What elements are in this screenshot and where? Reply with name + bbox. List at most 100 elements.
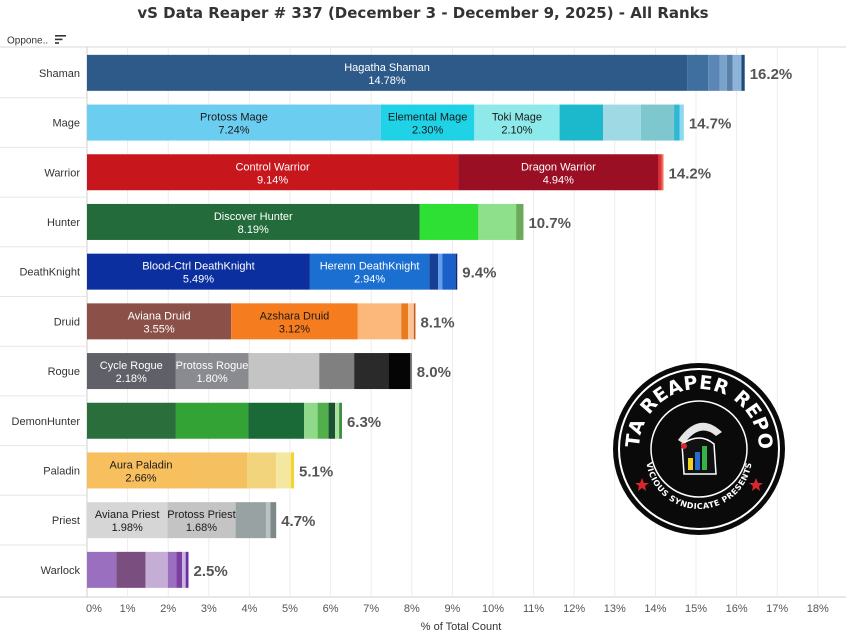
total-label: 8.1% bbox=[420, 314, 454, 331]
chart-title: vS Data Reaper # 337 (December 3 - Decem… bbox=[137, 4, 709, 22]
x-tick-label: 14% bbox=[644, 603, 666, 615]
category-label: Rogue bbox=[48, 366, 80, 378]
category-label: Hunter bbox=[47, 217, 80, 229]
total-label: 8.0% bbox=[417, 364, 451, 381]
bar-segment bbox=[87, 253, 310, 290]
bar-segment bbox=[339, 402, 342, 439]
bar-segment bbox=[87, 54, 688, 91]
opponent-filter[interactable]: Oppone.. bbox=[7, 35, 66, 47]
segment-label: Aura Paladin bbox=[109, 459, 172, 471]
category-label: Mage bbox=[52, 118, 80, 130]
x-tick-label: 2% bbox=[160, 603, 176, 615]
bar-segment bbox=[266, 502, 271, 539]
bar-segment bbox=[408, 303, 414, 340]
segment-value-label: 5.49% bbox=[183, 274, 214, 286]
segment-label: Protoss Priest bbox=[167, 509, 235, 521]
bar-segment bbox=[247, 452, 277, 489]
bar-segment bbox=[410, 353, 412, 390]
category-label: Paladin bbox=[43, 465, 80, 477]
category-label: DeathKnight bbox=[19, 267, 80, 279]
x-tick-label: 17% bbox=[766, 603, 788, 615]
category-label: Priest bbox=[52, 515, 80, 527]
total-label: 16.2% bbox=[750, 66, 793, 83]
bar-segment bbox=[438, 253, 443, 290]
segment-label: Elemental Mage bbox=[388, 112, 468, 124]
bar-segment bbox=[354, 353, 389, 390]
x-tick-label: 0% bbox=[86, 603, 102, 615]
reaper-icon bbox=[678, 422, 722, 475]
bar-segment bbox=[276, 452, 291, 489]
x-axis-title: % of Total Count bbox=[421, 621, 502, 633]
x-tick-label: 3% bbox=[201, 603, 217, 615]
segment-label: Protoss Mage bbox=[200, 112, 268, 124]
bar-segment bbox=[304, 402, 318, 439]
bar-segment bbox=[708, 54, 720, 91]
bar-segment bbox=[185, 551, 189, 588]
x-tick-label: 7% bbox=[363, 603, 379, 615]
segment-value-label: 9.14% bbox=[257, 174, 288, 186]
bar-segment bbox=[442, 253, 456, 290]
segment-value-label: 2.30% bbox=[412, 125, 443, 137]
category-label: Druid bbox=[54, 316, 80, 328]
category-label: Warrior bbox=[44, 167, 80, 179]
bar-segment bbox=[309, 253, 430, 290]
segment-label: Aviana Druid bbox=[128, 310, 191, 322]
bar-segment bbox=[182, 551, 186, 588]
bar-segment bbox=[674, 104, 680, 141]
segment-label: Toki Mage bbox=[492, 112, 542, 124]
segment-value-label: 1.98% bbox=[112, 522, 143, 534]
bar-segment bbox=[167, 502, 236, 539]
segment-value-label: 2.18% bbox=[116, 373, 147, 385]
bar-segment bbox=[458, 154, 659, 191]
x-tick-label: 15% bbox=[685, 603, 707, 615]
data-reaper-report-logo: DATA REAPER REPORT VICIOUS SYNDICATE PRE… bbox=[612, 362, 785, 535]
bar-segment bbox=[419, 203, 479, 240]
bar-segment bbox=[640, 104, 675, 141]
bar-segment bbox=[145, 551, 168, 588]
bar-segment bbox=[661, 154, 664, 191]
bar-segment bbox=[357, 303, 402, 340]
bar-segment bbox=[290, 452, 295, 489]
bar-segment bbox=[388, 353, 411, 390]
bar-segment bbox=[87, 203, 420, 240]
segment-label: Cycle Rogue bbox=[100, 360, 163, 372]
bar-segment bbox=[194, 452, 248, 489]
segment-label: Discover Hunter bbox=[214, 211, 293, 223]
x-tick-label: 11% bbox=[523, 603, 544, 615]
bar-segment bbox=[319, 353, 355, 390]
segment-value-label: 2.94% bbox=[354, 274, 385, 286]
bar-segment bbox=[658, 154, 662, 191]
total-label: 5.1% bbox=[299, 463, 333, 480]
bar-segment bbox=[516, 203, 524, 240]
x-tick-label: 12% bbox=[563, 603, 585, 615]
segment-value-label: 4.94% bbox=[543, 174, 574, 186]
segment-value-label: 3.55% bbox=[143, 323, 174, 335]
x-tick-label: 6% bbox=[323, 603, 339, 615]
bar-segment bbox=[455, 253, 458, 290]
bar-segment bbox=[87, 402, 176, 439]
x-tick-label: 13% bbox=[604, 603, 626, 615]
bar-segment bbox=[270, 502, 277, 539]
bar-segment bbox=[87, 353, 176, 390]
segment-label: Azshara Druid bbox=[260, 310, 330, 322]
x-tick-label: 10% bbox=[482, 603, 504, 615]
bar-segment bbox=[235, 502, 267, 539]
bar-segment bbox=[478, 203, 517, 240]
segment-value-label: 1.68% bbox=[186, 522, 217, 534]
opponent-filter-label: Oppone.. bbox=[7, 35, 49, 47]
segment-value-label: 8.19% bbox=[238, 224, 269, 236]
segment-label: Herenn DeathKnight bbox=[320, 261, 420, 273]
segment-label: Control Warrior bbox=[235, 161, 309, 173]
segment-value-label: 7.24% bbox=[218, 125, 249, 137]
bar-segment bbox=[474, 104, 560, 141]
segment-label: Protoss Rogue bbox=[176, 360, 249, 372]
total-label: 10.7% bbox=[528, 215, 571, 232]
x-tick-label: 16% bbox=[726, 603, 748, 615]
sort-icon[interactable] bbox=[54, 35, 66, 47]
bar-segment bbox=[401, 303, 409, 340]
bar-segment bbox=[176, 551, 183, 588]
total-label: 14.7% bbox=[689, 116, 732, 133]
segment-label: Dragon Warrior bbox=[521, 161, 596, 173]
category-label: Warlock bbox=[41, 565, 81, 577]
